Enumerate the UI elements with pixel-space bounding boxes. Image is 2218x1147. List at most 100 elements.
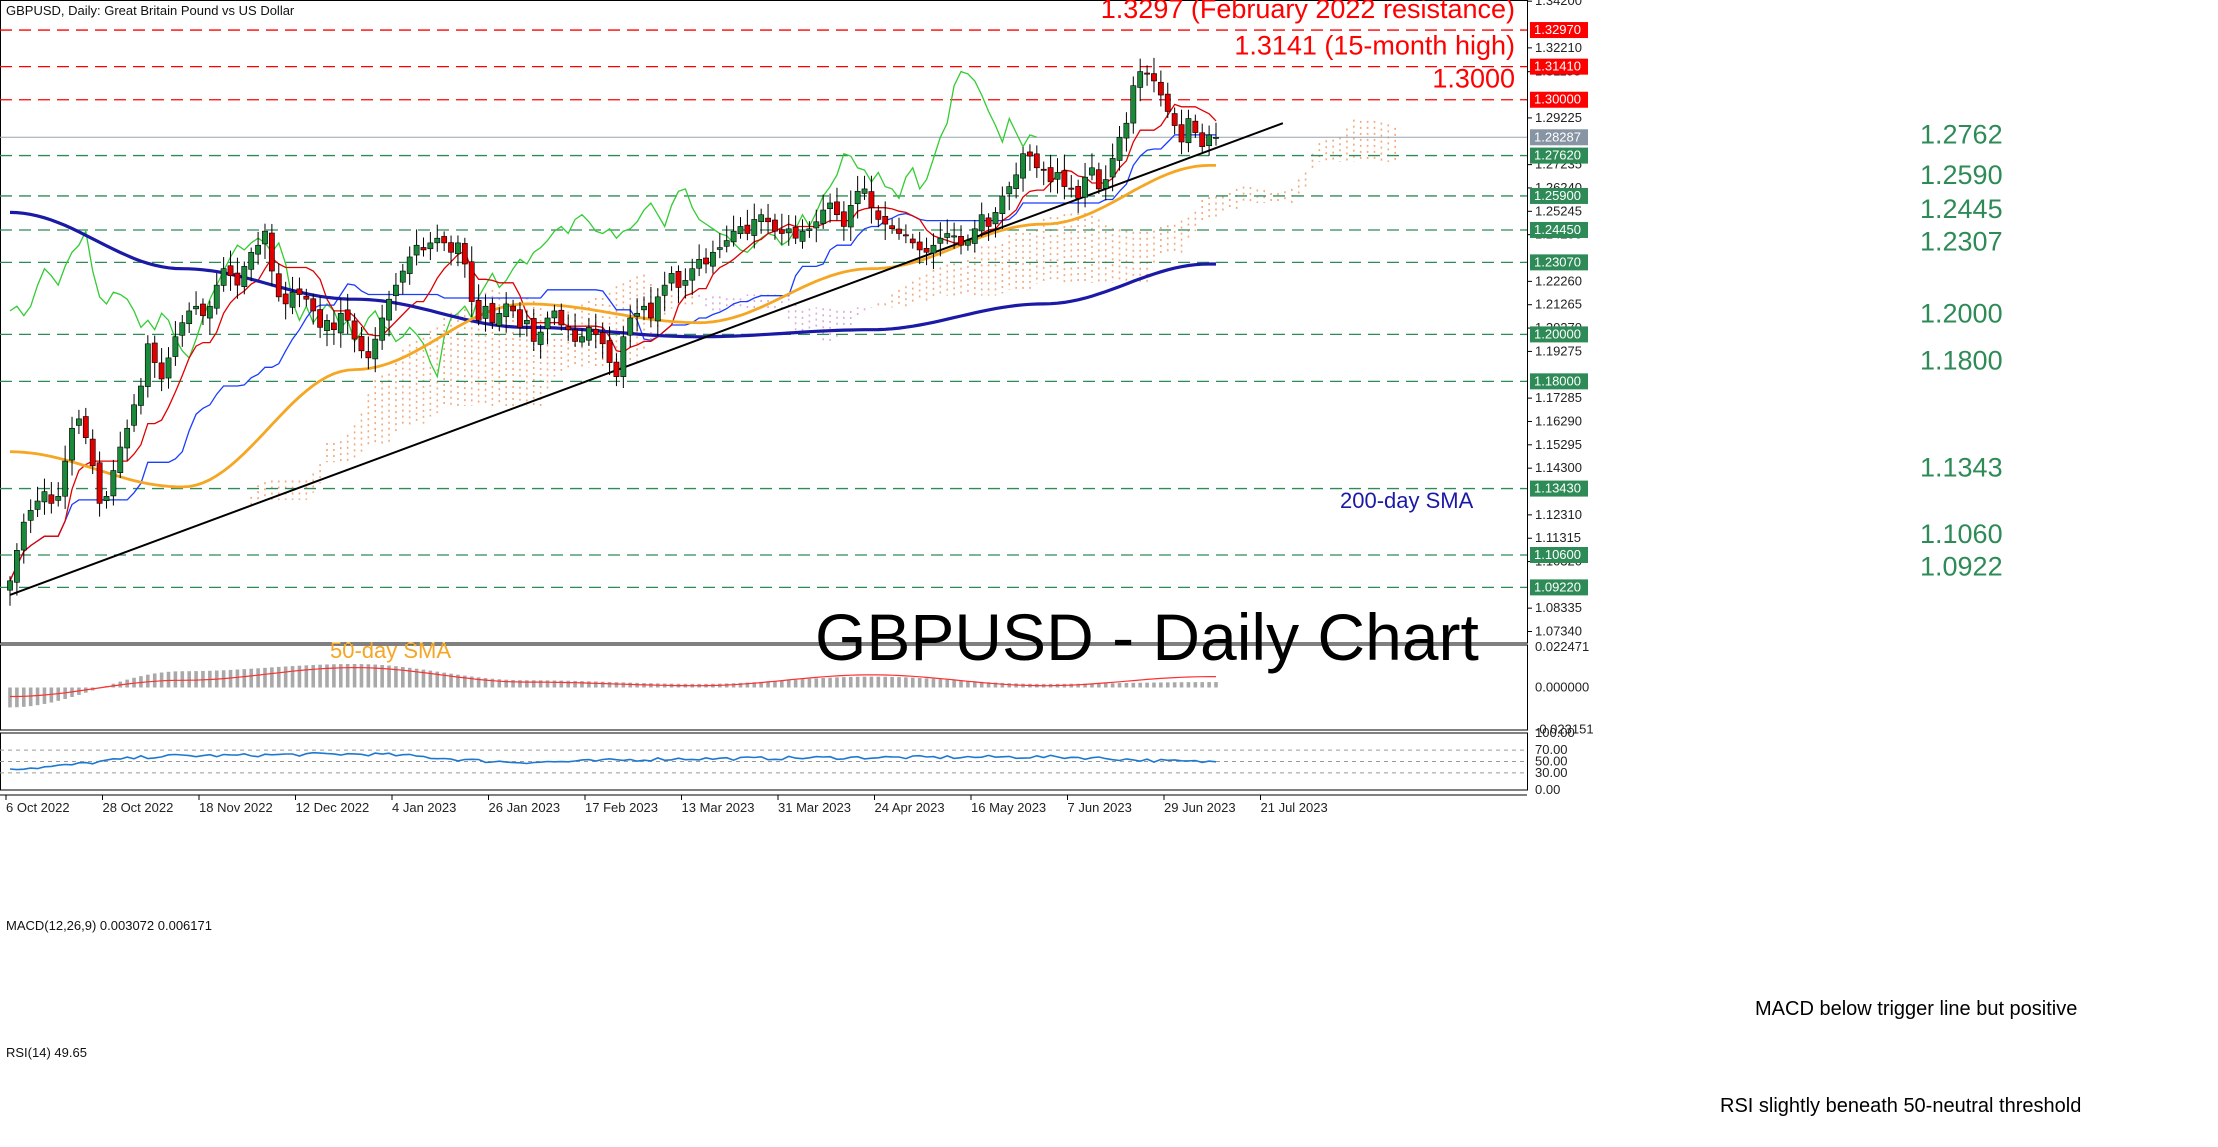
candle-body bbox=[1123, 122, 1130, 139]
level-axis-tag bbox=[1530, 326, 1588, 343]
candle-body bbox=[69, 427, 75, 461]
macd-panel: 0.022471 0.000000 -0.023151 bbox=[0, 639, 1594, 736]
candle-body bbox=[944, 233, 951, 238]
candle-body bbox=[868, 191, 875, 208]
candle-body bbox=[193, 305, 199, 310]
price-tick-label: 1.21265 bbox=[1535, 297, 1582, 312]
candle-body bbox=[765, 217, 771, 223]
candle-body bbox=[654, 296, 661, 322]
level-axis-label: 1.23070 bbox=[1534, 254, 1581, 269]
candle-body bbox=[1137, 71, 1144, 88]
date-tick-label: 24 Apr 2023 bbox=[875, 800, 945, 815]
candle-body bbox=[537, 331, 544, 345]
candle-body bbox=[737, 226, 744, 235]
candle-body bbox=[592, 328, 599, 335]
level-axis-label: 1.30000 bbox=[1534, 92, 1581, 107]
sma50-line bbox=[9, 164, 1216, 489]
chikou-line bbox=[9, 70, 1038, 379]
candle-body bbox=[1116, 136, 1123, 161]
candle-body bbox=[275, 273, 282, 298]
level-axis-tag bbox=[1530, 373, 1588, 390]
price-frame bbox=[0, 0, 1528, 644]
rsi-header: RSI(14) 49.65 bbox=[6, 1045, 87, 1060]
candle-body bbox=[13, 550, 20, 583]
candle-body bbox=[448, 242, 454, 253]
price-tick-label: 1.19275 bbox=[1535, 343, 1582, 358]
rsi-tick-label: 0.00 bbox=[1535, 782, 1560, 797]
rsi-note: RSI slightly beneath 50-neutral threshol… bbox=[1720, 1095, 2081, 1117]
candle-body bbox=[282, 293, 289, 305]
candle-body bbox=[186, 310, 193, 325]
candle-body bbox=[1020, 153, 1026, 179]
symbol-info: GBPUSD, Daily: Great Britain Pound vs US… bbox=[6, 3, 295, 18]
candle-body bbox=[461, 243, 468, 265]
candles bbox=[7, 57, 1219, 606]
candle-body bbox=[1040, 168, 1047, 171]
candle-body bbox=[1199, 132, 1206, 147]
candle-body bbox=[351, 320, 358, 340]
candle-body bbox=[1213, 136, 1219, 139]
candle-body bbox=[255, 244, 261, 255]
macd-tick-label: 0.022471 bbox=[1535, 639, 1589, 654]
candle-body bbox=[475, 299, 482, 321]
candle-body bbox=[1033, 153, 1040, 169]
candle-body bbox=[1013, 174, 1020, 189]
level-axis-label: 1.32970 bbox=[1534, 22, 1581, 37]
candle-body bbox=[861, 188, 868, 194]
rsi-line bbox=[9, 751, 1217, 771]
candle-body bbox=[1006, 186, 1013, 195]
level-axis-label: 1.18000 bbox=[1534, 373, 1581, 388]
level-label: 1.1343 bbox=[1920, 453, 2003, 483]
candle-body bbox=[799, 230, 806, 242]
candle-body bbox=[268, 232, 275, 272]
candle-body bbox=[1054, 172, 1061, 180]
level-axis-tag bbox=[1530, 22, 1588, 39]
level-label: 1.3000 bbox=[1432, 64, 1515, 94]
candle-body bbox=[544, 317, 551, 330]
candle-body bbox=[1151, 73, 1157, 82]
candle-body bbox=[1144, 72, 1150, 75]
candle-body bbox=[234, 272, 241, 286]
candle-body bbox=[379, 317, 386, 341]
candle-body bbox=[262, 230, 268, 245]
candle-body bbox=[1171, 113, 1178, 126]
candle-body bbox=[1047, 167, 1054, 183]
candle-body bbox=[806, 228, 813, 231]
candle-body bbox=[751, 219, 758, 236]
level-axis-label: 1.31410 bbox=[1534, 59, 1581, 74]
level-label: 1.2762 bbox=[1920, 120, 2003, 150]
level-label: 1.3297 (February 2022 resistance) bbox=[1101, 0, 1515, 24]
level-label: 1.2307 bbox=[1920, 226, 2003, 256]
candle-body bbox=[820, 209, 827, 224]
date-tick-label: 17 Feb 2023 bbox=[585, 800, 658, 815]
price-tick-label: 1.34200 bbox=[1535, 0, 1582, 8]
candle-body bbox=[551, 310, 558, 319]
candle-body bbox=[82, 416, 89, 438]
level-label: 1.1060 bbox=[1920, 519, 2003, 549]
candle-body bbox=[648, 302, 654, 319]
candle-body bbox=[565, 326, 572, 331]
candle-body bbox=[206, 305, 213, 319]
candle-body bbox=[399, 270, 406, 283]
level-axis-label: 1.13430 bbox=[1534, 481, 1581, 496]
candle-body bbox=[703, 257, 709, 265]
candle-body bbox=[393, 284, 399, 297]
candle-body bbox=[730, 230, 737, 243]
candle-body bbox=[572, 329, 578, 342]
kijun-line bbox=[9, 134, 1216, 582]
candle-body bbox=[785, 228, 792, 234]
sma200-label: 200-day SMA bbox=[1340, 488, 1474, 513]
candle-body bbox=[875, 210, 882, 220]
level-label: 1.2445 bbox=[1920, 194, 2003, 224]
candle-body bbox=[827, 202, 833, 209]
candle-body bbox=[682, 280, 689, 286]
price-panel: 1.342001.322101.311951.292251.272351.262… bbox=[0, 0, 2003, 644]
candle-body bbox=[772, 219, 778, 232]
candle-body bbox=[144, 343, 151, 387]
level-axis-label: 1.09220 bbox=[1534, 579, 1581, 594]
candle-body bbox=[289, 291, 296, 308]
candle-body bbox=[372, 338, 379, 360]
candle-body bbox=[165, 357, 172, 379]
candle-body bbox=[723, 240, 730, 247]
price-tick-label: 1.14300 bbox=[1535, 460, 1582, 475]
